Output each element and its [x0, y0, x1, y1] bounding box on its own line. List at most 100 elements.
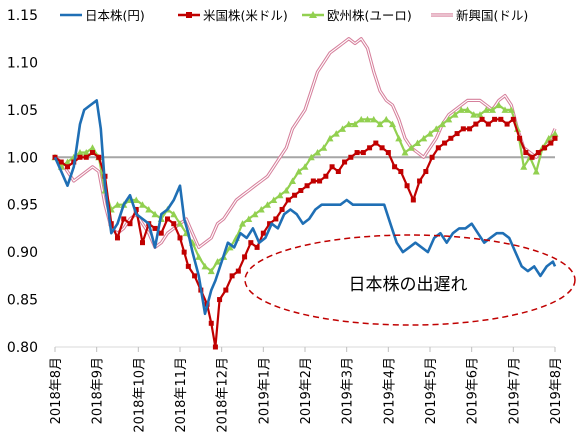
- data-point-us: [535, 150, 541, 156]
- data-point-us: [273, 216, 279, 222]
- data-point-europe: [464, 106, 471, 113]
- data-point-us: [542, 145, 548, 151]
- data-point-us: [360, 150, 366, 156]
- data-point-us: [248, 240, 254, 246]
- data-point-us: [192, 273, 198, 279]
- data-point-us: [454, 131, 460, 137]
- legend-item: 欧州株(ユーロ): [302, 8, 412, 23]
- x-tick-label: 2019年1月: [257, 357, 272, 424]
- x-tick-label: 2019年6月: [466, 357, 481, 424]
- data-point-europe: [426, 130, 434, 137]
- data-point-us: [181, 249, 187, 255]
- data-point-europe: [314, 149, 321, 156]
- y-axis: 0.80 0.85 0.90 0.95 1.00 1.05 1.10 1.15: [7, 8, 38, 356]
- data-point-us: [354, 150, 360, 156]
- data-point-us: [165, 216, 170, 222]
- data-point-europe: [389, 120, 396, 128]
- legend: 日本株(円) 米国株(米ドル) 欧州株(ユーロ) 新興国(ドル): [60, 8, 528, 23]
- data-point-us: [510, 116, 516, 122]
- y-tick-label: 1.15: [7, 8, 38, 24]
- data-point-europe: [345, 120, 353, 128]
- data-point-us: [435, 145, 441, 151]
- series-line: [53, 99, 557, 316]
- data-point-us: [548, 140, 554, 146]
- data-point-europe: [414, 139, 421, 147]
- data-point-europe: [507, 106, 515, 113]
- data-point-europe: [451, 111, 459, 118]
- x-tick-label: 2019年2月: [299, 357, 314, 424]
- data-point-europe: [207, 267, 215, 275]
- data-point-europe: [376, 120, 384, 128]
- legend-label: 米国株(米ドル): [203, 8, 288, 23]
- data-point-europe: [251, 210, 259, 218]
- legend-item: 日本株(円): [60, 8, 145, 23]
- x-axis: 2018年8月 2018年9月 2018年10月 2018年11月 2018年12月 20…: [49, 346, 564, 433]
- x-tick-label: 2019年4月: [382, 357, 397, 424]
- data-point-us: [423, 169, 429, 175]
- data-point-us: [254, 244, 260, 250]
- data-point-us: [292, 192, 298, 198]
- data-point-europe: [176, 220, 184, 227]
- data-point-europe: [276, 191, 284, 199]
- data-point-us: [442, 140, 448, 146]
- data-point-us: [310, 178, 316, 184]
- data-point-europe: [520, 163, 528, 170]
- series-layer: [51, 37, 559, 350]
- data-point-europe: [245, 215, 253, 222]
- data-point-europe: [320, 144, 328, 151]
- data-point-us: [385, 150, 391, 156]
- data-point-us: [140, 240, 145, 246]
- data-point-europe: [64, 158, 71, 166]
- data-point-us: [83, 154, 89, 160]
- series-line-emerging-inner: [54, 38, 556, 248]
- data-point-us: [460, 126, 466, 132]
- data-point-europe: [151, 210, 159, 218]
- data-point-us: [229, 273, 235, 279]
- annotation-group: 日本株の出遅れ: [244, 234, 576, 326]
- data-point-europe: [457, 106, 465, 113]
- data-point-europe: [264, 201, 271, 208]
- data-point-us: [342, 159, 348, 165]
- data-point-europe: [214, 258, 221, 265]
- data-point-europe: [114, 201, 121, 208]
- data-point-europe: [257, 205, 265, 213]
- data-point-us: [398, 169, 404, 175]
- data-point-europe: [432, 125, 440, 132]
- legend-label: 新興国(ドル): [456, 8, 528, 23]
- data-point-us: [467, 126, 473, 132]
- data-point-us: [217, 297, 223, 303]
- data-point-europe: [226, 243, 234, 251]
- data-point-europe: [301, 163, 309, 170]
- data-point-europe: [295, 168, 303, 175]
- x-tick-label: 2018年8月: [49, 357, 64, 424]
- data-point-europe: [357, 115, 365, 123]
- data-point-europe: [501, 106, 509, 113]
- data-point-us: [171, 221, 177, 227]
- legend-label: 欧州株(ユーロ): [327, 8, 412, 23]
- y-tick-label: 1.00: [7, 150, 38, 166]
- data-point-us: [485, 121, 491, 127]
- data-point-us: [279, 206, 285, 212]
- data-point-europe: [270, 196, 278, 203]
- data-point-us: [373, 140, 379, 146]
- data-point-europe: [470, 111, 478, 118]
- data-point-europe: [551, 130, 559, 137]
- data-point-us: [529, 154, 535, 160]
- legend-item: 新興国(ドル): [431, 8, 528, 23]
- series-3: [54, 37, 557, 249]
- x-tick-label: 2019年5月: [424, 357, 439, 424]
- data-point-europe: [282, 186, 290, 194]
- data-point-europe: [476, 111, 484, 118]
- data-point-us: [96, 154, 102, 160]
- data-point-us: [492, 116, 498, 122]
- data-point-us: [177, 235, 183, 241]
- data-point-us: [392, 164, 398, 170]
- data-point-us: [317, 178, 323, 184]
- data-point-europe: [364, 115, 371, 123]
- data-point-us: [329, 164, 335, 170]
- series-0: [53, 99, 557, 316]
- x-tick-label: 2019年7月: [507, 357, 522, 424]
- data-point-europe: [239, 220, 246, 227]
- data-point-us: [260, 230, 266, 236]
- data-point-europe: [351, 120, 359, 128]
